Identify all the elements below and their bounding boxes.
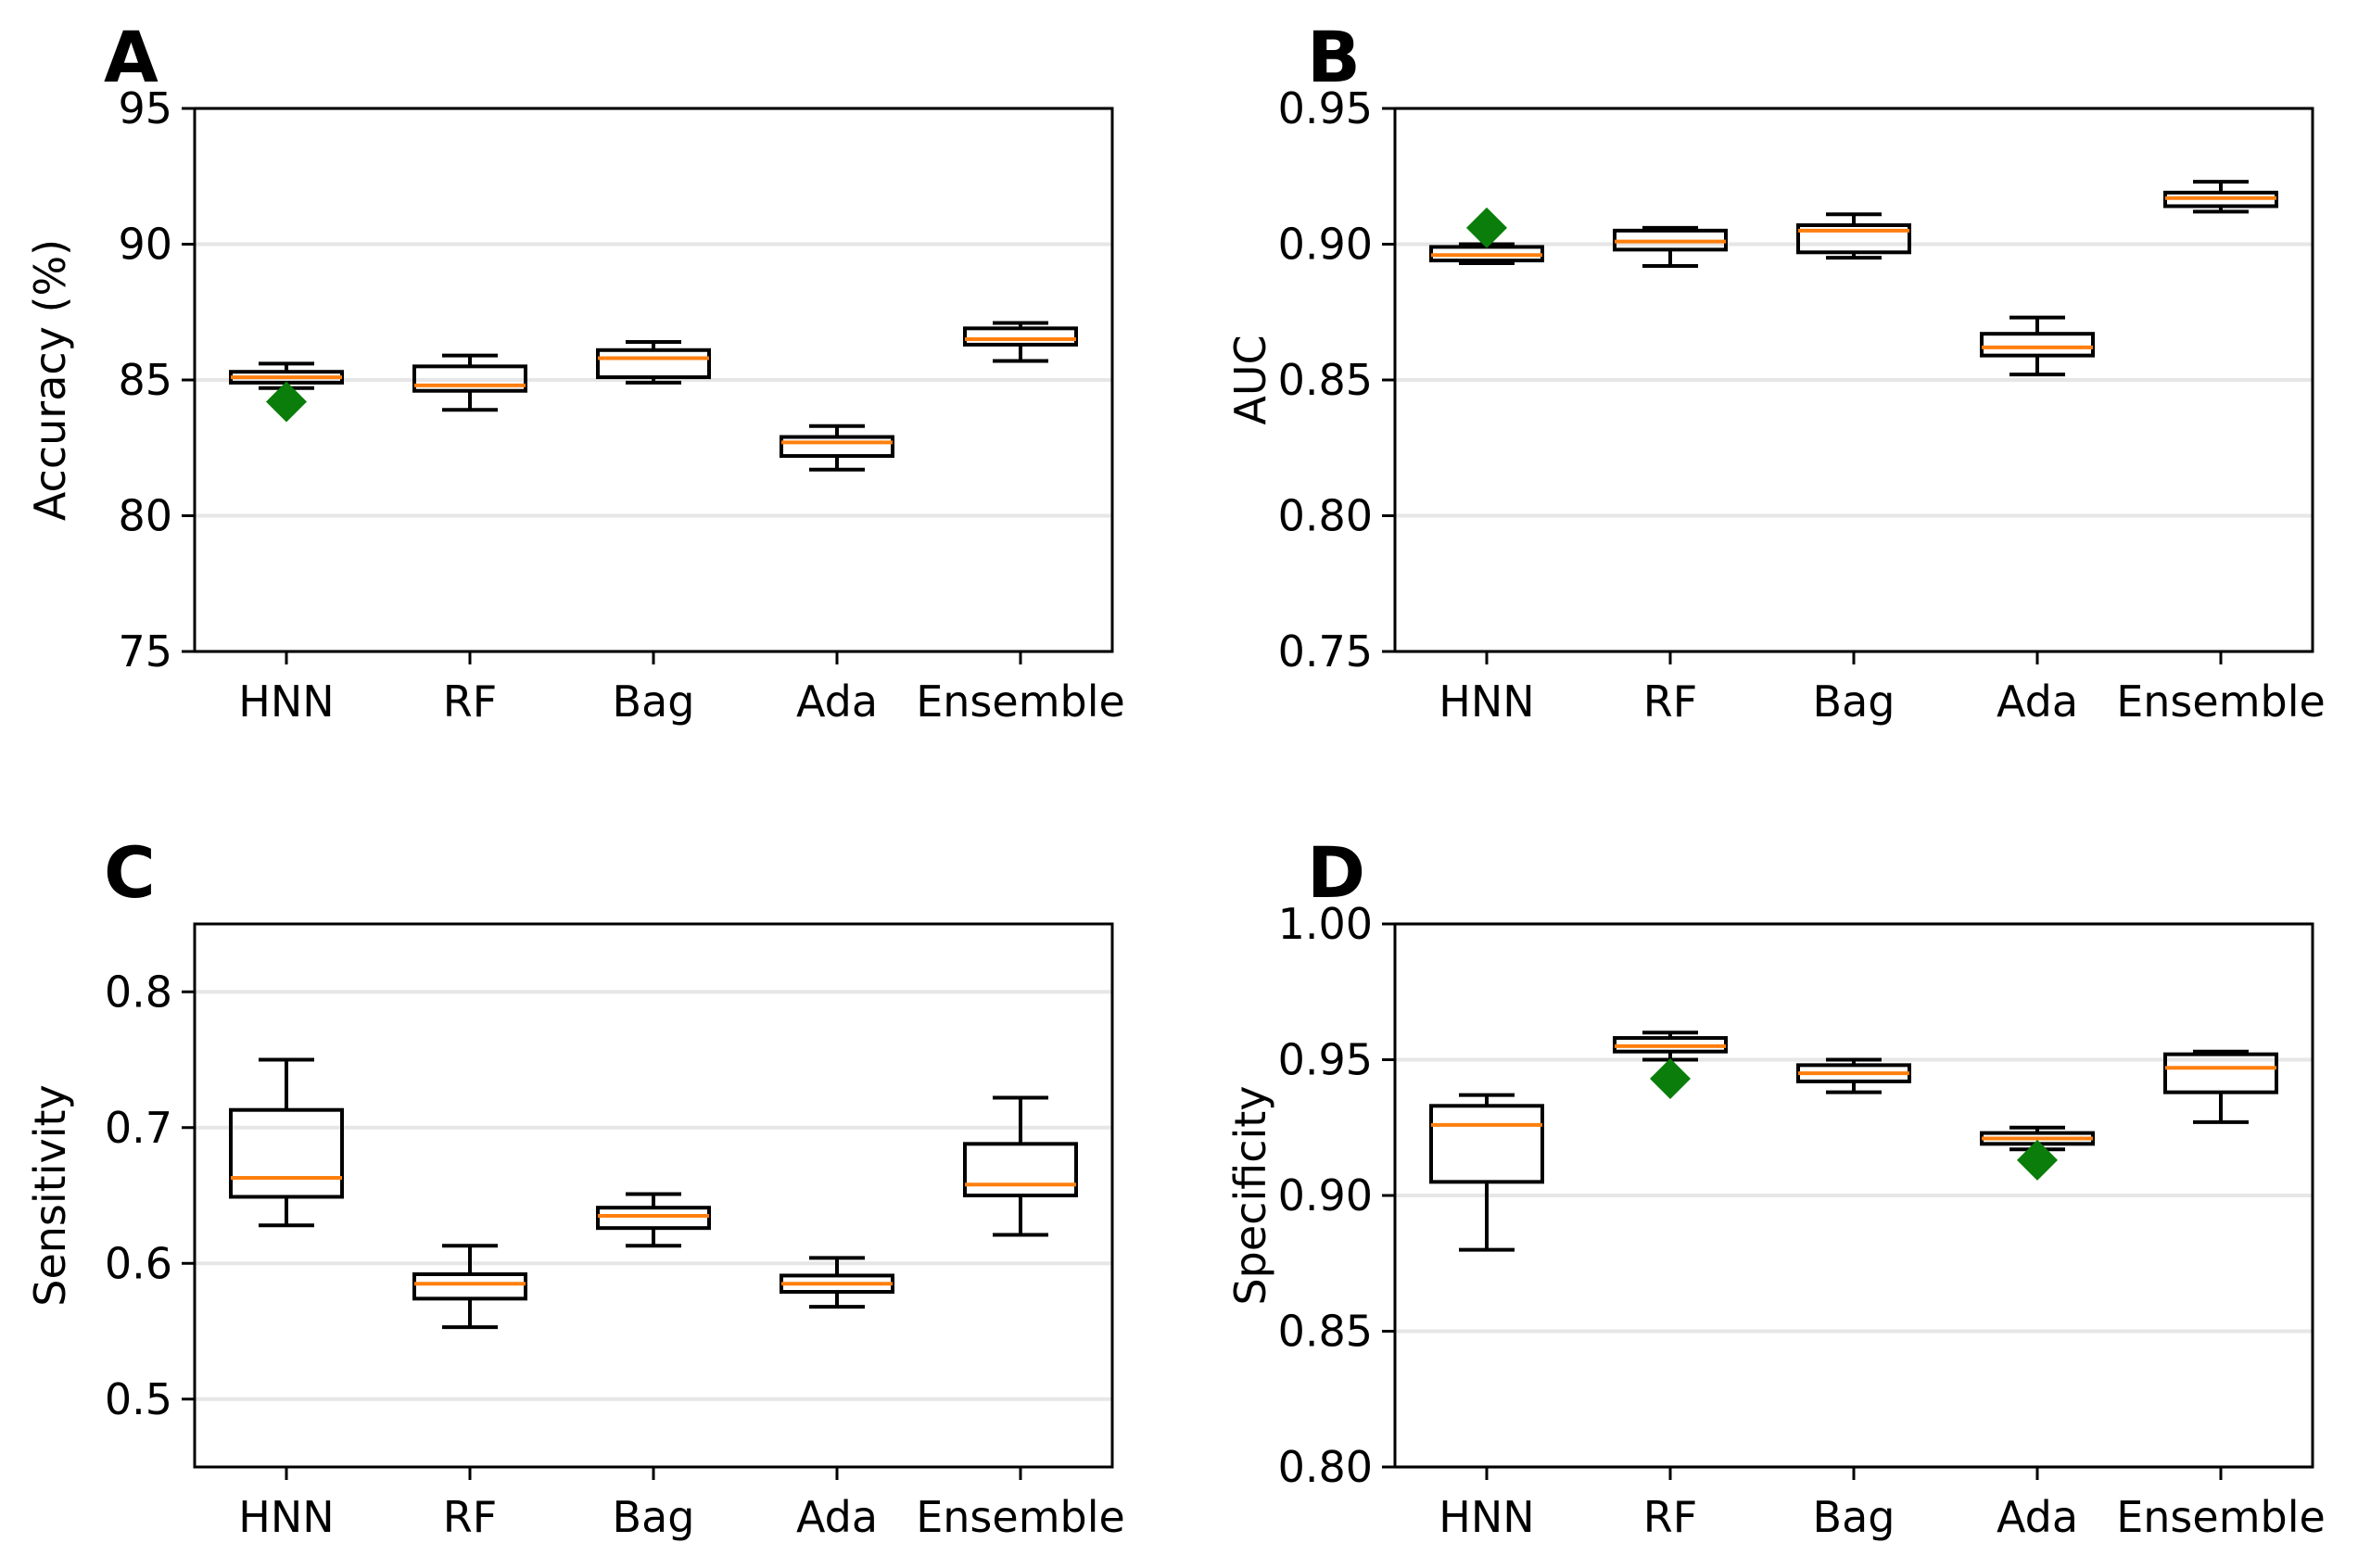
x-tick-label: Ensemble — [916, 1492, 1125, 1542]
x-tick-label: RF — [1643, 1492, 1697, 1542]
x-tick-label: Ada — [796, 677, 878, 727]
y-axis-label: AUC — [1225, 335, 1275, 424]
box-ada — [780, 1256, 894, 1309]
box-iqr — [963, 1142, 1078, 1197]
box-hnn — [229, 1057, 344, 1228]
x-tick-label: Bag — [1813, 1492, 1895, 1542]
box-iqr — [2163, 1052, 2278, 1094]
x-tick-label: Ada — [1997, 1492, 2078, 1542]
panel-letter: A — [104, 16, 158, 98]
box-bag — [1796, 212, 1911, 260]
y-axis-label: Accuracy (%) — [25, 239, 75, 521]
panel-b: 0.75 0.80 0.85 0.90 0.95 HNN RF Bag Ada Ensemble A… — [1225, 16, 2326, 727]
x-tick-label: Ada — [796, 1492, 878, 1542]
outlier-marker — [266, 381, 307, 423]
box-ada — [780, 424, 894, 472]
box-iqr — [1796, 222, 1911, 255]
y-tick-label: 1.00 — [1278, 899, 1373, 949]
y-axis-label: Specificity — [1225, 1085, 1275, 1305]
box-iqr — [596, 1206, 711, 1231]
y-tick-label: 0.5 — [105, 1374, 172, 1424]
box-bag — [596, 339, 711, 385]
box-iqr — [412, 1271, 527, 1301]
box-bag — [1796, 1057, 1911, 1094]
panel-letter: B — [1307, 16, 1361, 98]
x-tick-label: HNN — [238, 677, 334, 727]
y-tick-label: 80 — [118, 491, 172, 541]
y-tick-label: 0.85 — [1278, 355, 1373, 405]
box-iqr — [1429, 1104, 1544, 1184]
panel-d: 0.80 0.85 0.90 0.95 1.00 HNN RF Bag Ada Ensemble S… — [1225, 831, 2326, 1542]
x-tick-label: RF — [1643, 677, 1697, 727]
box-iqr — [596, 348, 711, 380]
box-rf — [412, 1244, 527, 1330]
outlier-marker — [1650, 1058, 1691, 1100]
x-tick-label: HNN — [1439, 677, 1534, 727]
x-tick-label: RF — [443, 1492, 497, 1542]
box-ensemble — [2163, 180, 2278, 214]
box-bag — [596, 1192, 711, 1248]
outlier-marker — [1466, 207, 1507, 248]
x-tick-label: Bag — [1813, 677, 1895, 727]
panel-letter: D — [1307, 831, 1365, 914]
box-ensemble — [963, 1095, 1078, 1237]
box-rf — [412, 353, 527, 412]
box-iqr — [412, 364, 527, 393]
y-tick-label: 0.90 — [1278, 1170, 1373, 1220]
box-iqr — [963, 326, 1078, 347]
y-tick-label: 0.80 — [1278, 1442, 1373, 1492]
box-rf — [1613, 225, 1728, 268]
box-ada — [1980, 315, 2095, 377]
y-tick-label: 0.7 — [105, 1103, 172, 1153]
x-tick-label: Ensemble — [916, 677, 1125, 727]
y-tick-label: 0.85 — [1278, 1307, 1373, 1357]
y-tick-label: 95 — [118, 83, 172, 133]
x-tick-label: Bag — [613, 1492, 695, 1542]
x-tick-label: Ensemble — [2116, 677, 2326, 727]
outlier-marker — [2017, 1139, 2058, 1181]
box-rf — [1613, 1031, 1728, 1062]
x-tick-label: HNN — [1439, 1492, 1534, 1542]
box-ensemble — [963, 321, 1078, 363]
panel-letter: C — [104, 831, 156, 914]
y-tick-label: 0.75 — [1278, 626, 1373, 677]
panel-a: 75 80 85 90 95 HNN RF Bag Ada Ensemble Accuracy (%… — [25, 16, 1125, 727]
y-tick-label: 85 — [118, 355, 172, 405]
y-tick-label: 0.6 — [105, 1238, 172, 1288]
y-tick-label: 90 — [118, 220, 172, 270]
x-tick-label: Ensemble — [2116, 1492, 2326, 1542]
box-hnn — [1429, 1093, 1544, 1252]
panel-c: 0.5 0.6 0.7 0.8 HNN RF Bag Ada Ensemble Sensitivi… — [25, 831, 1125, 1542]
y-tick-label: 0.95 — [1278, 1035, 1373, 1085]
y-tick-label: 0.90 — [1278, 220, 1373, 270]
x-tick-label: Ada — [1997, 677, 2078, 727]
x-tick-label: RF — [443, 677, 497, 727]
box-iqr — [229, 1107, 344, 1199]
x-tick-label: HNN — [238, 1492, 334, 1542]
y-tick-label: 0.80 — [1278, 491, 1373, 541]
x-tick-label: Bag — [613, 677, 695, 727]
y-tick-label: 75 — [118, 626, 172, 677]
box-ensemble — [2163, 1049, 2278, 1124]
box-iqr — [780, 435, 894, 459]
y-axis-label: Sensitivity — [25, 1084, 75, 1306]
box-iqr — [1980, 332, 2095, 358]
y-tick-label: 0.95 — [1278, 83, 1373, 133]
y-tick-label: 0.8 — [105, 967, 172, 1017]
